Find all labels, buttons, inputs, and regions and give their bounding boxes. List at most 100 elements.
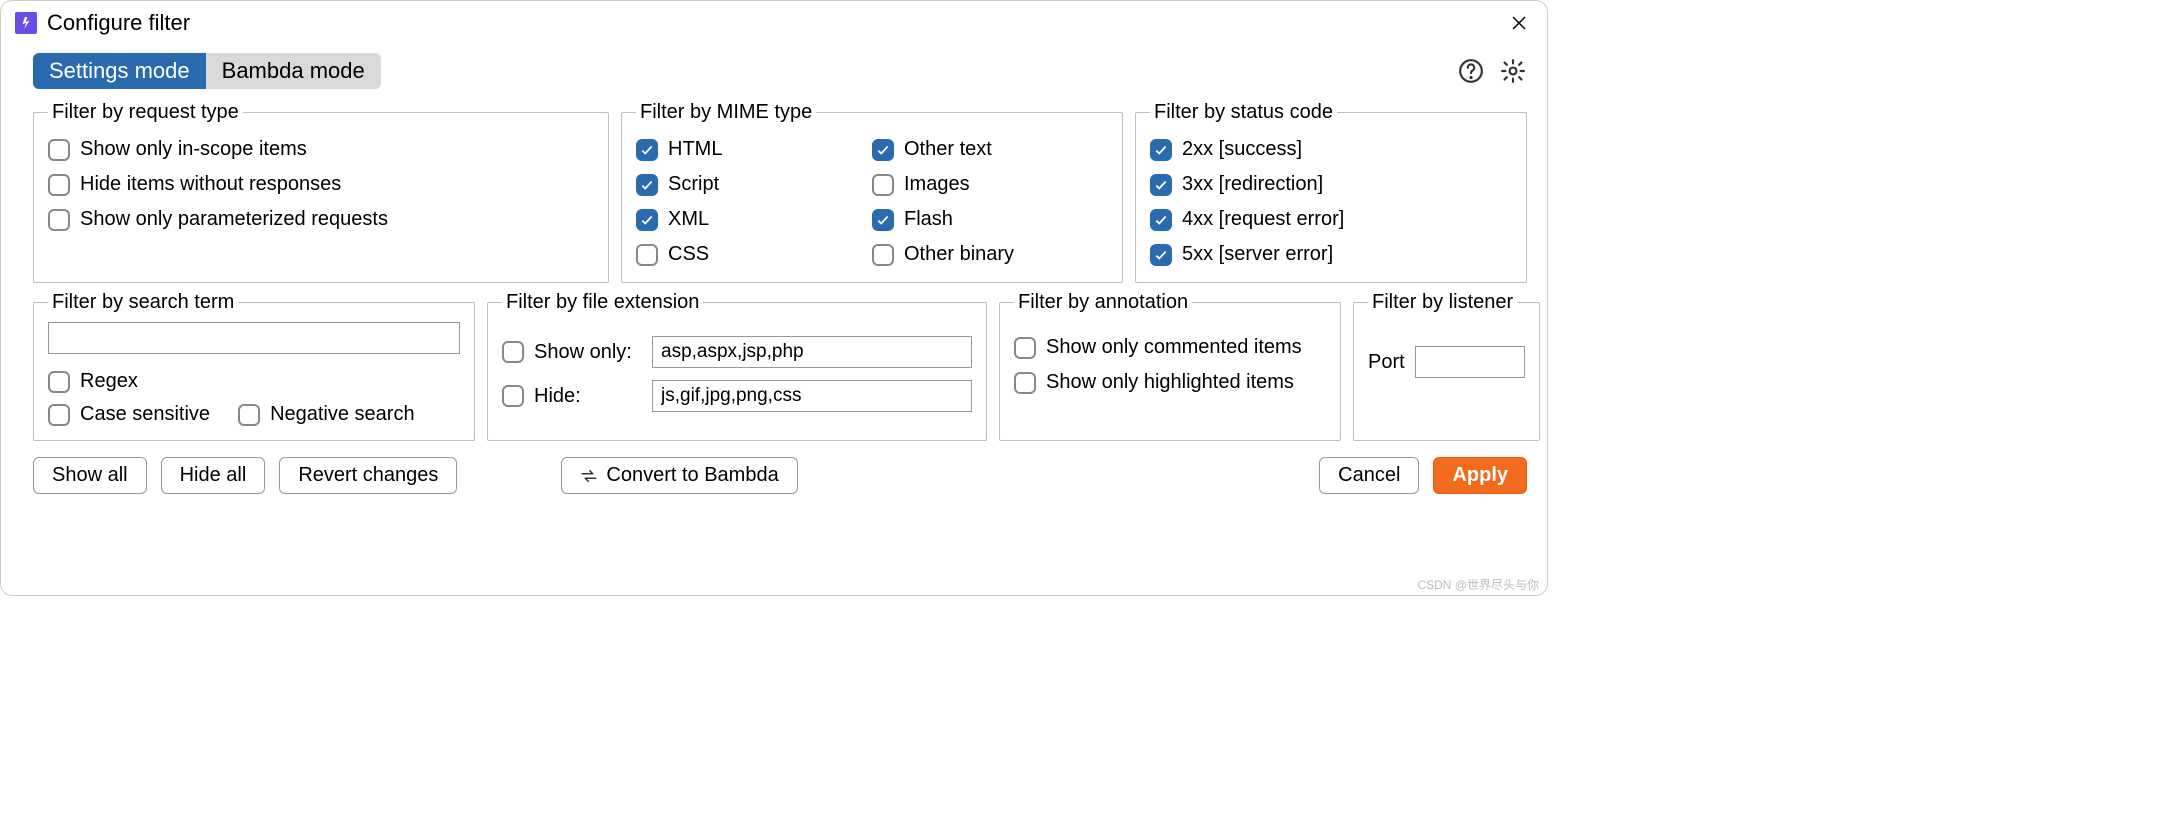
checkbox-row: HTML xyxy=(636,132,872,167)
checkbox[interactable] xyxy=(872,244,894,266)
checkbox-row: CSS xyxy=(636,237,872,272)
checkbox[interactable] xyxy=(48,139,70,161)
checkbox-label: XML xyxy=(668,208,709,231)
legend: Filter by file extension xyxy=(502,291,703,314)
legend: Filter by annotation xyxy=(1014,291,1192,314)
show-only-checkbox[interactable] xyxy=(502,341,524,363)
convert-to-bambda-button[interactable]: Convert to Bambda xyxy=(561,457,797,494)
case-sensitive-checkbox[interactable] xyxy=(48,404,70,426)
checkbox-label: HTML xyxy=(668,138,722,161)
bambda-mode-tab[interactable]: Bambda mode xyxy=(206,53,381,89)
checkbox-row: 3xx [redirection] xyxy=(1150,167,1512,202)
filter-by-status-code: Filter by status code 2xx [success] 3xx [… xyxy=(1135,101,1527,283)
checkbox[interactable] xyxy=(636,244,658,266)
checkbox[interactable] xyxy=(872,139,894,161)
show-only-input[interactable] xyxy=(652,336,972,368)
regex-label: Regex xyxy=(80,370,138,393)
checkbox-label: 4xx [request error] xyxy=(1182,208,1344,231)
hide-ext-input[interactable] xyxy=(652,380,972,412)
checkbox-row: Other text xyxy=(872,132,1108,167)
negative-search-label: Negative search xyxy=(270,403,415,426)
settings-mode-tab[interactable]: Settings mode xyxy=(33,53,206,89)
legend: Filter by search term xyxy=(48,291,238,314)
configure-filter-dialog: Configure filter Settings mode Bambda mo… xyxy=(0,0,1548,596)
checkbox[interactable] xyxy=(636,139,658,161)
checkbox[interactable] xyxy=(636,209,658,231)
checkbox-row: Script xyxy=(636,167,872,202)
port-input[interactable] xyxy=(1415,346,1525,378)
highlighted-checkbox[interactable] xyxy=(1014,372,1036,394)
checkbox-label: CSS xyxy=(668,243,709,266)
watermark: CSDN @世界尽头与你 xyxy=(1417,576,1539,593)
filter-by-file-extension: Filter by file extension Show only: Hide… xyxy=(487,291,987,441)
mode-toggle: Settings mode Bambda mode xyxy=(33,53,381,89)
filter-by-annotation: Filter by annotation Show only commented… xyxy=(999,291,1341,441)
convert-label: Convert to Bambda xyxy=(606,464,778,487)
legend: Filter by listener xyxy=(1368,291,1517,314)
filter-by-mime-type: Filter by MIME type HTMLScriptXMLCSS Oth… xyxy=(621,101,1123,283)
checkbox[interactable] xyxy=(872,174,894,196)
apply-button[interactable]: Apply xyxy=(1433,457,1527,494)
checkbox-row: Other binary xyxy=(872,237,1108,272)
cancel-button[interactable]: Cancel xyxy=(1319,457,1419,494)
window-title: Configure filter xyxy=(47,10,190,36)
checkbox[interactable] xyxy=(1150,174,1172,196)
checkbox[interactable] xyxy=(1150,209,1172,231)
checkbox-row: Hide items without responses xyxy=(48,167,594,202)
settings-button[interactable] xyxy=(1499,57,1527,85)
checkbox-label: 5xx [server error] xyxy=(1182,243,1333,266)
checkbox-label: 3xx [redirection] xyxy=(1182,173,1323,196)
checkbox-row: 5xx [server error] xyxy=(1150,237,1512,272)
close-icon xyxy=(1510,14,1528,32)
hide-ext-checkbox[interactable] xyxy=(502,385,524,407)
legend: Filter by status code xyxy=(1150,101,1337,124)
show-all-button[interactable]: Show all xyxy=(33,457,147,494)
checkbox-label: 2xx [success] xyxy=(1182,138,1302,161)
revert-button[interactable]: Revert changes xyxy=(279,457,457,494)
help-icon xyxy=(1458,58,1484,84)
port-label: Port xyxy=(1368,351,1405,374)
gear-icon xyxy=(1500,58,1526,84)
checkbox-label: Hide items without responses xyxy=(80,173,341,196)
search-term-input[interactable] xyxy=(48,322,460,354)
button-bar: Show all Hide all Revert changes Convert… xyxy=(1,453,1547,508)
checkbox[interactable] xyxy=(1150,139,1172,161)
filter-by-search-term: Filter by search term Regex Case sensiti… xyxy=(33,291,475,441)
checkbox-row: Flash xyxy=(872,202,1108,237)
case-sensitive-label: Case sensitive xyxy=(80,403,210,426)
checkbox[interactable] xyxy=(872,209,894,231)
checkbox-row: 4xx [request error] xyxy=(1150,202,1512,237)
mode-row: Settings mode Bambda mode xyxy=(1,43,1547,101)
checkbox-label: Flash xyxy=(904,208,953,231)
show-only-label: Show only: xyxy=(534,341,642,364)
checkbox-label: Other binary xyxy=(904,243,1014,266)
close-button[interactable] xyxy=(1505,9,1533,37)
help-button[interactable] xyxy=(1457,57,1485,85)
checkbox-row: Show only parameterized requests xyxy=(48,202,594,237)
checkbox[interactable] xyxy=(48,174,70,196)
regex-checkbox[interactable] xyxy=(48,371,70,393)
app-icon xyxy=(15,12,37,34)
checkbox-label: Show only parameterized requests xyxy=(80,208,388,231)
checkbox-row: Images xyxy=(872,167,1108,202)
checkbox[interactable] xyxy=(1150,244,1172,266)
checkbox-label: Script xyxy=(668,173,719,196)
swap-icon xyxy=(580,467,598,485)
titlebar: Configure filter xyxy=(1,1,1547,43)
legend: Filter by request type xyxy=(48,101,243,124)
checkbox-label: Other text xyxy=(904,138,992,161)
checkbox[interactable] xyxy=(636,174,658,196)
commented-checkbox[interactable] xyxy=(1014,337,1036,359)
checkbox-row: 2xx [success] xyxy=(1150,132,1512,167)
commented-label: Show only commented items xyxy=(1046,336,1302,359)
checkbox[interactable] xyxy=(48,209,70,231)
checkbox-row: Show only in-scope items xyxy=(48,132,594,167)
filter-by-request-type: Filter by request type Show only in-scop… xyxy=(33,101,609,283)
negative-search-checkbox[interactable] xyxy=(238,404,260,426)
checkbox-label: Images xyxy=(904,173,970,196)
highlighted-label: Show only highlighted items xyxy=(1046,371,1294,394)
hide-all-button[interactable]: Hide all xyxy=(161,457,266,494)
filter-by-listener: Filter by listener Port xyxy=(1353,291,1540,441)
checkbox-label: Show only in-scope items xyxy=(80,138,307,161)
checkbox-row: XML xyxy=(636,202,872,237)
